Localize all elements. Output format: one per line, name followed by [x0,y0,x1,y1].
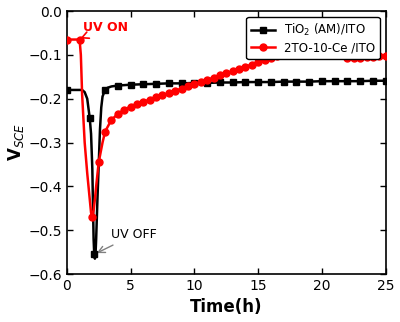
X-axis label: Time(h): Time(h) [190,298,262,317]
Legend: TiO$_2$ (AM)/ITO, 2TO-10-Ce /ITO: TiO$_2$ (AM)/ITO, 2TO-10-Ce /ITO [246,17,380,59]
Y-axis label: V$_{SCE}$: V$_{SCE}$ [6,124,26,161]
Text: UV ON: UV ON [81,21,128,38]
Text: UV OFF: UV OFF [98,228,157,252]
